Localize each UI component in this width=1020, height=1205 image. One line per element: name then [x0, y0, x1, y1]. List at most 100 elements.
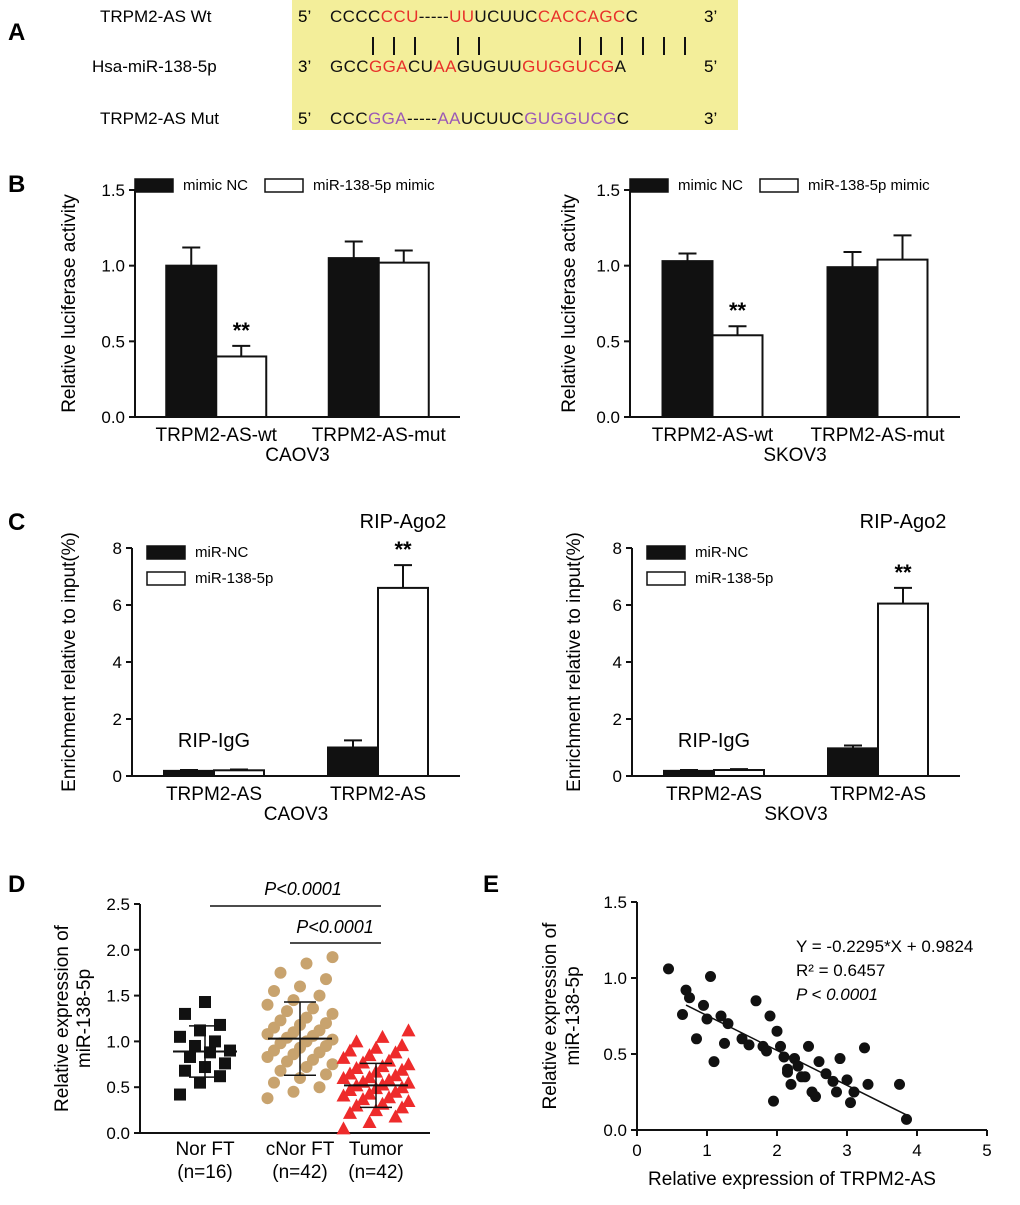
bar: [377, 261, 430, 419]
data-point-square: [194, 1024, 206, 1037]
mut-segment: CCC: [330, 109, 368, 128]
regression-line: [685, 1004, 907, 1116]
data-point: [834, 1053, 846, 1065]
legend-label: miR-138-5p: [195, 570, 273, 587]
mir-label: Hsa-miR-138-5p: [92, 57, 217, 76]
y-tick-label: 6: [613, 596, 622, 615]
data-point-triangle: [395, 1062, 409, 1076]
legend-label: miR-NC: [195, 544, 248, 561]
data-point-circle: [268, 1076, 280, 1089]
data-point-circle: [274, 1064, 287, 1077]
data-point: [775, 1040, 786, 1052]
bar: [377, 586, 429, 778]
data-point-circle: [294, 980, 306, 993]
data-point: [761, 1045, 772, 1057]
data-point-square: [214, 1018, 226, 1031]
data-point-circle: [320, 1017, 332, 1030]
data-point: [778, 1051, 790, 1063]
data-point: [894, 1078, 905, 1090]
data-point-circle: [261, 998, 274, 1011]
mir-segment: GUGUU: [457, 57, 522, 76]
x-tick-label: 5: [982, 1141, 991, 1160]
y-tick-label: 8: [613, 539, 622, 558]
data-point-triangle: [362, 1048, 377, 1062]
data-point-triangle: [362, 1115, 377, 1129]
bar: [327, 257, 380, 418]
legend-swatch: [134, 178, 174, 193]
bar: [876, 258, 929, 419]
y-tick-label: 1.5: [101, 181, 125, 200]
data-point-circle: [274, 966, 287, 979]
mut-label: TRPM2-AS Mut: [100, 109, 219, 128]
x-axis-title: SKOV3: [764, 804, 827, 825]
legend-swatch: [146, 545, 186, 560]
data-point-square: [194, 1076, 206, 1089]
data-point-square: [214, 1070, 226, 1083]
wt-segment: UU: [449, 7, 474, 26]
wt-prime-3: 3’: [704, 7, 717, 26]
x-category-label: TRPM2-AS-wt: [652, 425, 774, 446]
mir-sequence: GCCGGACUAAGUGUUGUGGUCGA: [330, 57, 627, 76]
y-tick-label: 1.0: [106, 1032, 130, 1051]
y-tick-label: 0.5: [603, 1045, 627, 1064]
y-tick-label: 4: [113, 653, 122, 672]
data-point-circle: [320, 1068, 332, 1081]
data-point-square: [174, 1088, 186, 1101]
data-point: [698, 999, 709, 1011]
panel-label-a: A: [8, 19, 25, 46]
significance-marker: **: [394, 537, 412, 562]
bar-chart-C-CAOV3: 0 2 4 6 8 Enrichment relative to input(%) TRPM…: [59, 511, 460, 825]
y-axis-title: Relative luciferase activity: [59, 194, 80, 413]
data-point-triangle: [369, 1040, 383, 1054]
x-category-label: TRPM2-AS: [330, 784, 426, 805]
x-tick-label: 0: [632, 1141, 641, 1160]
data-point: [708, 1056, 720, 1068]
mut-prime-3: 3’: [704, 109, 717, 128]
data-point-circle: [326, 1033, 339, 1046]
mir-prime-3: 5’: [704, 57, 717, 76]
legend-label: mimic NC: [183, 177, 248, 194]
sequence-alignment: TRPM2-AS Wt Hsa-miR-138-5p TRPM2-AS Mut …: [92, 0, 738, 130]
bar: [661, 260, 714, 419]
y-tick-label: 2.0: [106, 941, 130, 960]
x-tick-label: 4: [912, 1141, 921, 1160]
x-tick-label: 3: [842, 1141, 851, 1160]
data-point-circle: [300, 1011, 313, 1024]
y-tick-label: 1.5: [106, 987, 130, 1006]
bar: [713, 769, 765, 778]
y-tick-label: 0.0: [101, 408, 125, 427]
wt-segment: -----: [419, 7, 449, 26]
legend-label: mimic NC: [678, 177, 743, 194]
y-axis-title: Enrichment relative to input(%): [564, 532, 585, 792]
data-point-square: [174, 1030, 186, 1043]
mut-segment: AA: [437, 109, 461, 128]
legend-label: miR-138-5p: [695, 570, 773, 587]
group-label: RIP-Ago2: [360, 511, 447, 533]
wt-label: TRPM2-AS Wt: [100, 7, 212, 26]
data-point-triangle: [395, 1038, 409, 1052]
legend-label: miR-138-5p mimic: [808, 177, 930, 194]
group-name: cNor FT: [266, 1139, 335, 1160]
legend-swatch: [759, 178, 799, 193]
mir-segment: CU: [408, 57, 433, 76]
bar-chart-C-SKOV3: 0 2 4 6 8 Enrichment relative to input(%) TRPM…: [564, 511, 960, 825]
mir-segment: GGA: [369, 57, 408, 76]
data-point-triangle: [349, 1060, 364, 1074]
data-point-circle: [261, 1092, 274, 1105]
y-axis-title-line1: Relative expression of: [52, 924, 73, 1112]
data-point-triangle: [401, 1093, 416, 1107]
y-tick-label: 0.0: [603, 1121, 627, 1140]
data-point-square: [189, 1039, 201, 1052]
sequence-highlight-box: [292, 0, 738, 130]
mut-segment: GUGGUCG: [524, 109, 617, 128]
data-point-triangle: [343, 1105, 357, 1119]
group-label: RIP-IgG: [678, 730, 750, 752]
data-point: [848, 1086, 860, 1098]
mut-segment: UCUUC: [461, 109, 524, 128]
mut-segment: -----: [407, 109, 437, 128]
data-point-triangle: [382, 1090, 396, 1104]
data-point-circle: [287, 994, 300, 1007]
data-point: [722, 1018, 734, 1030]
data-point: [771, 1025, 783, 1037]
data-point: [719, 1037, 730, 1049]
